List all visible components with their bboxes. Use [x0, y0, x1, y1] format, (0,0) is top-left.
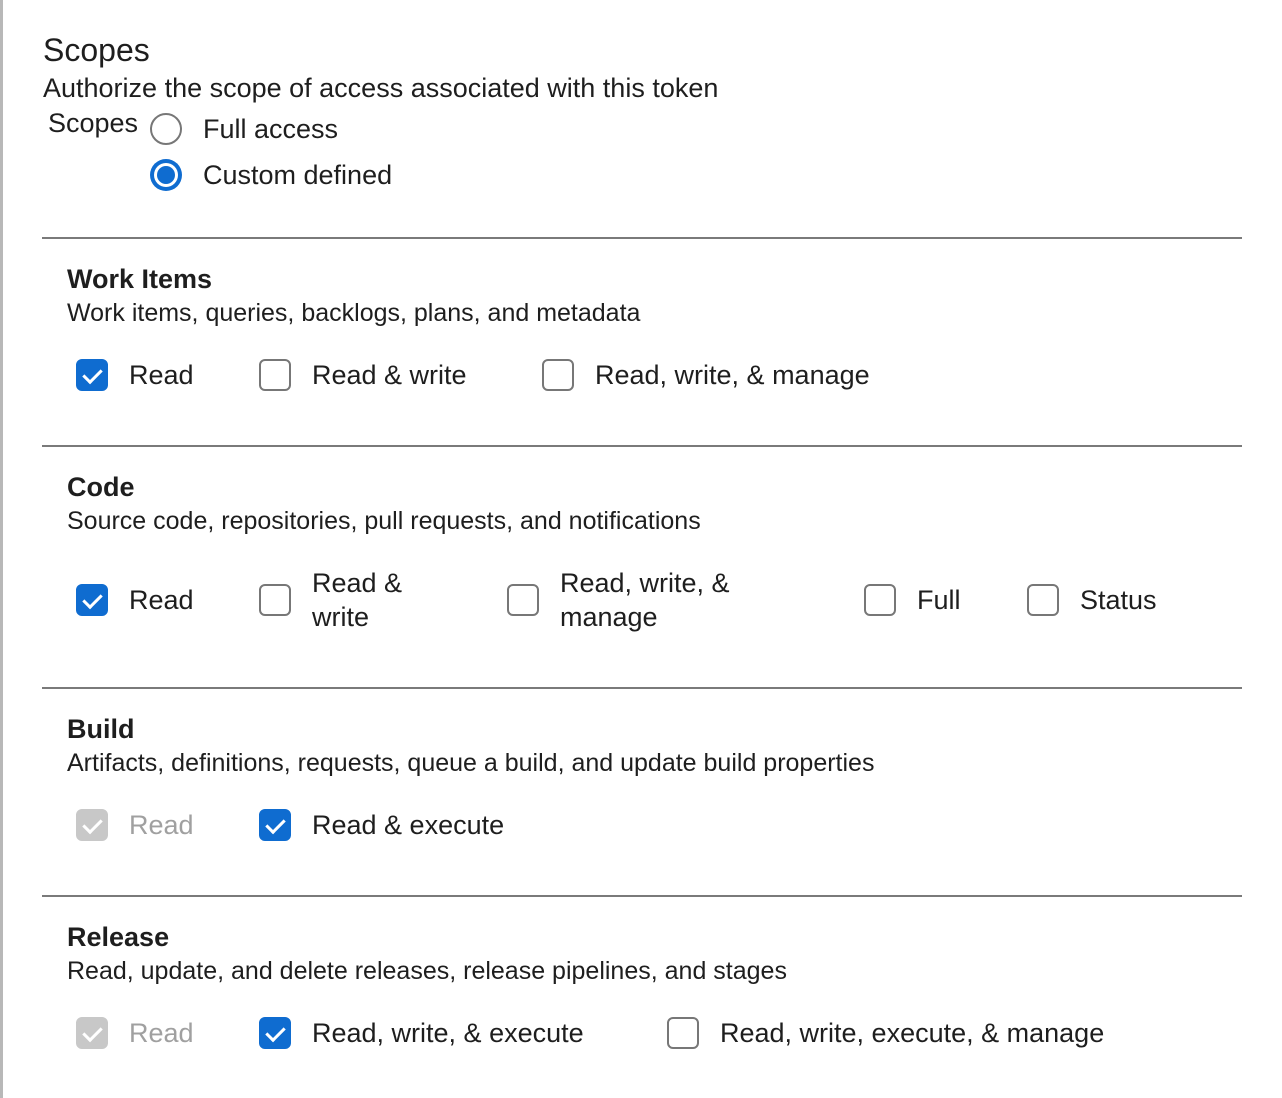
- option-label: Read, write, & execute: [312, 1018, 584, 1048]
- checkbox-unchecked-icon[interactable]: [507, 584, 539, 616]
- checkbox-unchecked-icon[interactable]: [667, 1017, 699, 1049]
- page-subtitle: Authorize the scope of access associated…: [43, 73, 719, 103]
- scope-option-checkbox[interactable]: Read & execute: [259, 808, 504, 842]
- checkbox-checked-icon[interactable]: [259, 1017, 291, 1049]
- option-label: Read & execute: [312, 810, 505, 840]
- section-title: Code: [67, 472, 135, 502]
- option-label: Read: [129, 360, 194, 390]
- checkbox-checked-icon: [76, 809, 108, 841]
- scope-option-checkbox[interactable]: Read, write, & manage: [507, 566, 770, 634]
- checkbox-unchecked-icon[interactable]: [1027, 584, 1059, 616]
- scope-option-checkbox[interactable]: Full: [864, 583, 961, 617]
- option-label: Status: [1080, 585, 1157, 615]
- section-divider: [42, 445, 1242, 447]
- radio-button[interactable]: [150, 113, 182, 145]
- scope-option-checkbox[interactable]: Read, write, & execute: [259, 1016, 584, 1050]
- checkbox-unchecked-icon[interactable]: [864, 584, 896, 616]
- section-title: Release: [67, 922, 170, 952]
- option-label: Read: [129, 810, 194, 840]
- radio-label: Custom defined: [203, 159, 393, 190]
- scope-option-checkbox[interactable]: Read, write, execute, & manage: [667, 1016, 1104, 1050]
- checkbox-checked-icon[interactable]: [76, 359, 108, 391]
- option-label: Read, write, & manage: [560, 568, 730, 632]
- page-title: Scopes: [43, 32, 150, 68]
- section-description: Source code, repositories, pull requests…: [67, 507, 701, 535]
- checkbox-checked-icon[interactable]: [259, 809, 291, 841]
- section-description: Read, update, and delete releases, relea…: [67, 957, 787, 985]
- radio-label: Full access: [203, 113, 339, 144]
- section-divider: [42, 895, 1242, 897]
- section-divider: [42, 237, 1242, 239]
- checkbox-unchecked-icon[interactable]: [542, 359, 574, 391]
- checkbox-unchecked-icon[interactable]: [259, 584, 291, 616]
- option-label: Full: [917, 585, 961, 615]
- checkbox-checked-icon: [76, 1017, 108, 1049]
- option-label: Read, write, & manage: [595, 360, 870, 390]
- section-description: Artifacts, definitions, requests, queue …: [67, 749, 875, 777]
- scope-option-checkbox: Read: [76, 1016, 194, 1050]
- scope-option-checkbox[interactable]: Read: [76, 358, 194, 392]
- scope-option-checkbox[interactable]: Status: [1027, 583, 1157, 617]
- section-title: Build: [67, 714, 135, 744]
- section-divider: [42, 687, 1242, 689]
- section-description: Work items, queries, backlogs, plans, an…: [67, 299, 641, 327]
- scope-option-checkbox[interactable]: Read, write, & manage: [542, 358, 870, 392]
- radio-custom-defined[interactable]: Custom defined: [150, 159, 392, 191]
- option-label: Read: [129, 1018, 194, 1048]
- scope-option-checkbox[interactable]: Read & write: [259, 358, 467, 392]
- scope-option-checkbox[interactable]: Read: [76, 583, 194, 617]
- checkbox-checked-icon[interactable]: [76, 584, 108, 616]
- panel-left-border: [0, 0, 3, 1098]
- checkbox-unchecked-icon[interactable]: [259, 359, 291, 391]
- radio-full-access[interactable]: Full access: [150, 113, 338, 145]
- scope-option-checkbox[interactable]: Read & write: [259, 566, 422, 634]
- option-label: Read, write, execute, & manage: [720, 1018, 1105, 1048]
- option-label: Read & write: [312, 568, 403, 632]
- option-label: Read & write: [312, 360, 467, 390]
- scope-option-checkbox: Read: [76, 808, 194, 842]
- radio-button-selected[interactable]: [150, 159, 182, 191]
- option-label: Read: [129, 585, 194, 615]
- scopes-radio-label: Scopes: [48, 108, 139, 138]
- section-title: Work Items: [67, 264, 213, 294]
